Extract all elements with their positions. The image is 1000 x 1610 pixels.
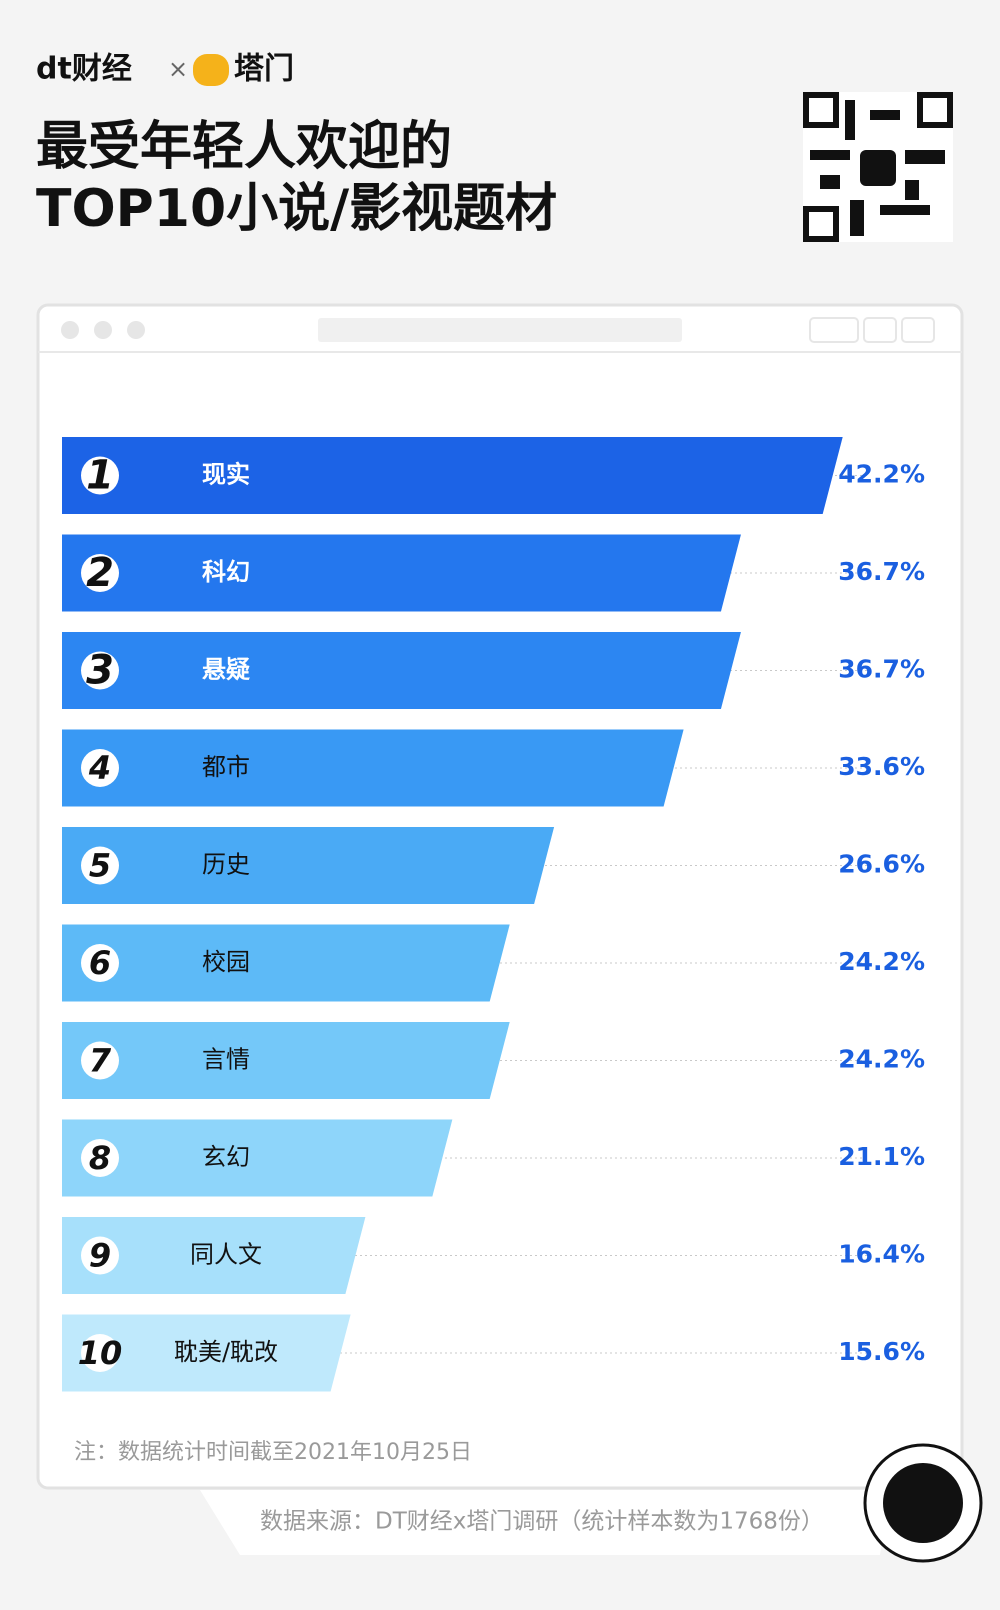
- bar: [62, 1119, 453, 1197]
- value-label: 36.7%: [838, 557, 925, 586]
- rank-badge: [81, 1041, 119, 1080]
- rank-badge: [81, 1236, 119, 1275]
- value-label: 33.6%: [838, 752, 925, 781]
- subtitle: TOP10小说/影视题材: [36, 179, 557, 239]
- bar: [62, 632, 741, 709]
- source-tab: [200, 1490, 890, 1555]
- rank: 4: [88, 749, 111, 787]
- bar: [62, 437, 843, 514]
- bar: [62, 534, 741, 612]
- rank: 5: [89, 847, 111, 885]
- value-label: 15.6%: [838, 1337, 925, 1366]
- window-button: [94, 321, 112, 339]
- category-label: 历史: [202, 851, 250, 879]
- rank-badge: [81, 1139, 119, 1177]
- value-label: 24.2%: [838, 947, 925, 976]
- brand-times: ×: [168, 55, 188, 83]
- rank-badge: [81, 846, 119, 885]
- category-label: 悬疑: [202, 656, 250, 684]
- category-label: 校园: [202, 948, 250, 976]
- title: 最受年轻人欢迎的: [36, 117, 452, 177]
- window-button: [61, 321, 79, 339]
- category-label: 现实: [202, 461, 250, 489]
- window-button: [809, 317, 859, 343]
- value-label: 21.1%: [838, 1142, 925, 1171]
- category-label: 玄幻: [202, 1143, 250, 1171]
- brand-right: 塔门: [234, 52, 294, 87]
- value-label: 42.2%: [838, 460, 925, 489]
- window-button: [901, 317, 935, 343]
- source: 数据来源：DT财经x塔门调研（统计样本数为1768份）: [260, 1509, 824, 1535]
- value-label: 26.6%: [838, 850, 925, 879]
- rank-badge: [81, 944, 119, 982]
- category-label: 都市: [202, 753, 250, 781]
- bar: [62, 924, 510, 1002]
- note: 注：数据统计时间截至2021年10月25日: [74, 1440, 472, 1465]
- rank-badge: [81, 749, 119, 787]
- bar: [62, 1217, 366, 1294]
- window-button: [863, 317, 897, 343]
- rank: 9: [89, 1237, 111, 1275]
- address-bar: [318, 318, 682, 342]
- rank: 1: [86, 453, 114, 499]
- rank: 2: [86, 550, 114, 596]
- value-label: 24.2%: [838, 1045, 925, 1074]
- rank: 7: [89, 1042, 112, 1080]
- logo: [883, 1463, 963, 1543]
- bar: [62, 1022, 510, 1099]
- rank: 10: [78, 1334, 123, 1372]
- rank: 3: [86, 648, 114, 694]
- bar: [62, 1314, 351, 1392]
- qr-code: [803, 92, 953, 242]
- bar: [62, 729, 684, 807]
- brand-left: dt财经: [36, 52, 132, 87]
- value-label: 16.4%: [838, 1240, 925, 1269]
- value-label: 36.7%: [838, 655, 925, 684]
- rank: 8: [89, 1139, 111, 1177]
- category-label: 言情: [202, 1046, 250, 1074]
- rank-badge: [81, 1334, 119, 1372]
- brand-icon: [193, 54, 229, 86]
- rank-badge: [81, 554, 119, 592]
- category-label: 同人文: [190, 1241, 262, 1269]
- bar: [62, 827, 555, 904]
- category-label: 科幻: [202, 558, 250, 586]
- rank: 6: [89, 944, 111, 982]
- category-label: 耽美/耽改: [174, 1338, 278, 1366]
- bars: 1 现实 42.2% 2 科幻 36.7% 3 悬疑 36.7% 4 都市 33.6% 5 历史 26.6%…: [62, 437, 925, 1392]
- rank-badge: [81, 456, 119, 495]
- rank-badge: [81, 651, 119, 690]
- window-button: [127, 321, 145, 339]
